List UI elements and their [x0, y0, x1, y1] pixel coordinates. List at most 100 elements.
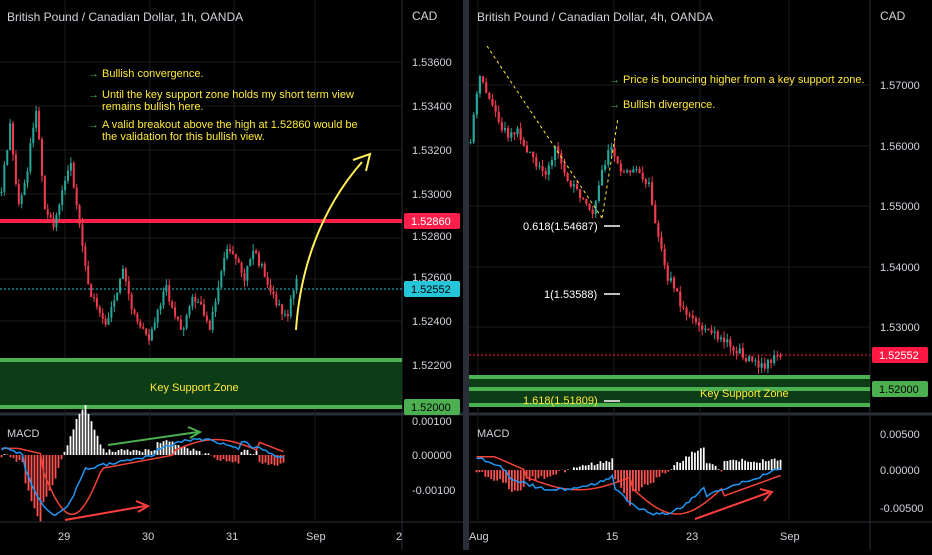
left-candle[interactable]: [119, 278, 122, 293]
left-support-zone[interactable]: [0, 359, 402, 407]
right-candle[interactable]: [600, 169, 604, 186]
left-candle[interactable]: [289, 298, 292, 317]
right-candle[interactable]: [748, 356, 751, 362]
left-candle[interactable]: [153, 322, 156, 329]
right-candle[interactable]: [713, 331, 716, 333]
right-candle[interactable]: [553, 146, 557, 161]
left-candle[interactable]: [66, 170, 70, 181]
left-candle[interactable]: [252, 250, 255, 260]
right-candle[interactable]: [694, 318, 698, 323]
left-candle[interactable]: [49, 214, 52, 218]
right-candle[interactable]: [641, 173, 644, 180]
left-candle[interactable]: [116, 292, 119, 301]
left-candle[interactable]: [93, 296, 96, 299]
right-candle[interactable]: [582, 198, 585, 200]
left-candle[interactable]: [23, 183, 26, 196]
left-candle[interactable]: [113, 300, 116, 307]
left-candle[interactable]: [263, 264, 266, 278]
right-candle[interactable]: [751, 356, 754, 362]
right-candle[interactable]: [688, 314, 691, 316]
left-candle[interactable]: [136, 313, 139, 322]
left-candle[interactable]: [32, 127, 35, 144]
left-bullish-curve-arrow[interactable]: [295, 161, 363, 331]
right-candle[interactable]: [488, 92, 491, 99]
right-candle[interactable]: [485, 82, 488, 93]
right-candle[interactable]: [607, 149, 610, 165]
right-candle[interactable]: [638, 168, 641, 174]
right-candle[interactable]: [566, 173, 569, 181]
right-candle[interactable]: [722, 337, 726, 343]
left-candle[interactable]: [87, 265, 90, 285]
right-candle[interactable]: [654, 204, 657, 224]
right-candle[interactable]: [660, 236, 663, 249]
left-candle[interactable]: [269, 284, 272, 292]
right-candle[interactable]: [719, 337, 723, 340]
left-macd-line[interactable]: [1, 437, 284, 517]
right-candle[interactable]: [497, 111, 500, 123]
left-candle[interactable]: [295, 278, 298, 291]
left-macd-pane[interactable]: [0, 405, 285, 522]
right-candle[interactable]: [481, 76, 485, 83]
right-candles[interactable]: [469, 74, 782, 375]
left-candle[interactable]: [38, 111, 41, 140]
right-candle[interactable]: [557, 146, 560, 154]
left-candle[interactable]: [98, 306, 101, 313]
right-candle[interactable]: [666, 265, 669, 281]
right-candle[interactable]: [729, 339, 732, 347]
left-candle[interactable]: [121, 268, 124, 279]
right-candle[interactable]: [647, 182, 651, 184]
left-candle[interactable]: [220, 271, 223, 288]
left-macd-red-trendline[interactable]: [64, 505, 146, 521]
left-candle[interactable]: [185, 314, 188, 329]
right-candle[interactable]: [469, 142, 472, 144]
left-candle[interactable]: [266, 277, 269, 285]
left-candle[interactable]: [179, 319, 182, 330]
left-candle[interactable]: [168, 285, 171, 302]
left-candle[interactable]: [234, 254, 237, 260]
left-candle[interactable]: [150, 328, 153, 341]
right-candle[interactable]: [604, 164, 607, 170]
left-candles[interactable]: [0, 105, 298, 345]
right-candle[interactable]: [550, 160, 554, 166]
right-candle[interactable]: [507, 128, 510, 138]
right-candle[interactable]: [769, 359, 773, 364]
left-candle[interactable]: [130, 294, 133, 310]
left-candle[interactable]: [139, 321, 142, 327]
right-candle[interactable]: [588, 203, 591, 210]
right-candle[interactable]: [616, 156, 619, 164]
right-candle[interactable]: [563, 163, 566, 174]
left-candle[interactable]: [260, 264, 263, 266]
left-candle[interactable]: [142, 326, 145, 329]
left-candle[interactable]: [35, 111, 38, 128]
right-candle[interactable]: [726, 339, 729, 343]
left-candle[interactable]: [174, 307, 177, 317]
left-candle[interactable]: [64, 180, 67, 191]
left-candle[interactable]: [188, 306, 191, 315]
left-candle[interactable]: [275, 294, 278, 306]
left-candle[interactable]: [176, 316, 179, 320]
right-candle[interactable]: [744, 357, 748, 362]
right-candle[interactable]: [535, 157, 538, 167]
left-candle[interactable]: [43, 175, 46, 210]
right-candle[interactable]: [500, 122, 503, 131]
left-candle[interactable]: [249, 259, 252, 266]
left-candle[interactable]: [147, 334, 151, 341]
left-candle[interactable]: [81, 224, 84, 247]
right-candle[interactable]: [701, 325, 704, 330]
right-candle[interactable]: [697, 322, 701, 326]
right-candle[interactable]: [679, 291, 682, 307]
left-candle[interactable]: [202, 304, 205, 316]
right-candle[interactable]: [547, 165, 550, 175]
left-candle[interactable]: [17, 183, 20, 204]
right-candle[interactable]: [544, 170, 547, 175]
left-candle[interactable]: [12, 123, 15, 155]
right-candle[interactable]: [691, 315, 694, 319]
left-candle[interactable]: [107, 317, 110, 325]
right-candle[interactable]: [519, 128, 522, 140]
left-candle[interactable]: [55, 214, 58, 228]
right-candle[interactable]: [594, 200, 597, 214]
left-candle[interactable]: [75, 187, 78, 206]
right-candle[interactable]: [525, 145, 529, 153]
left-candle[interactable]: [171, 301, 174, 308]
